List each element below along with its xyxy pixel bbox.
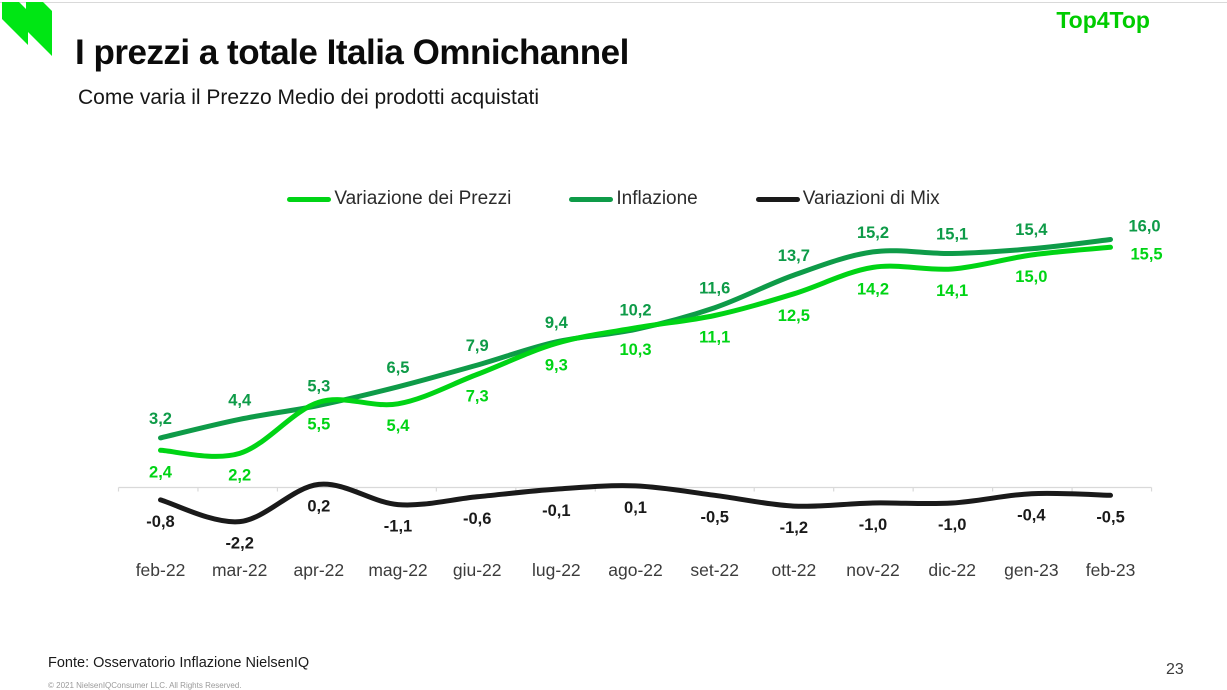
data-label: 3,2 bbox=[149, 410, 172, 428]
x-axis-label: lug-22 bbox=[532, 560, 581, 580]
data-label: 9,4 bbox=[545, 314, 569, 332]
chart-legend: Variazione dei Prezzi Inflazione Variazion… bbox=[0, 188, 1227, 210]
legend-label: Variazione dei Prezzi bbox=[334, 188, 512, 209]
data-label: 7,9 bbox=[466, 337, 489, 355]
data-label: -0,5 bbox=[1096, 508, 1124, 526]
data-label: 9,3 bbox=[545, 356, 568, 374]
data-label: 5,4 bbox=[387, 417, 411, 435]
x-axis-label: nov-22 bbox=[846, 560, 900, 580]
x-axis-label: dic-22 bbox=[928, 560, 976, 580]
data-label: 11,1 bbox=[699, 328, 730, 346]
brand-top4top: Top4Top bbox=[1056, 7, 1150, 33]
data-label: 14,1 bbox=[936, 282, 968, 300]
x-axis-label: feb-22 bbox=[136, 560, 186, 580]
x-axis-label: apr-22 bbox=[294, 560, 345, 580]
legend-item-variazioni-di-mix: Variazioni di Mix bbox=[755, 188, 940, 210]
page-number: 23 bbox=[1166, 661, 1184, 678]
data-label: -0,4 bbox=[1017, 507, 1046, 525]
data-label: 14,2 bbox=[857, 280, 889, 298]
data-label: -1,0 bbox=[859, 516, 887, 534]
data-label: 0,2 bbox=[307, 497, 330, 515]
series-line-variazione-dei-prezzi bbox=[158, 244, 1113, 459]
data-label: 4,4 bbox=[228, 391, 252, 409]
data-label: 13,7 bbox=[778, 247, 810, 265]
x-axis-label: mar-22 bbox=[212, 560, 267, 580]
data-label: -0,6 bbox=[463, 510, 491, 528]
data-label: -0,8 bbox=[146, 513, 174, 531]
source-note: Fonte: Osservatorio Inflazione NielsenIQ bbox=[48, 655, 310, 671]
legend-label: Variazioni di Mix bbox=[802, 188, 940, 209]
page-subtitle: Come varia il Prezzo Medio dei prodotti … bbox=[78, 86, 540, 109]
data-label: 11,6 bbox=[699, 280, 730, 298]
x-axis-label: ago-22 bbox=[608, 560, 663, 580]
data-label: 12,5 bbox=[778, 307, 810, 325]
data-label: 2,4 bbox=[149, 463, 173, 481]
data-label: 15,0 bbox=[1015, 268, 1047, 286]
data-label: 15,2 bbox=[857, 224, 889, 242]
legend-swatch-icon bbox=[287, 196, 332, 202]
data-label: 15,1 bbox=[936, 225, 968, 243]
legend-item-variazione-dei-prezzi: Variazione dei Prezzi bbox=[287, 188, 511, 210]
top-divider bbox=[0, 2, 1227, 3]
x-axis-label: feb-23 bbox=[1086, 560, 1136, 580]
data-label: 10,2 bbox=[619, 301, 651, 319]
legend-label: Inflazione bbox=[616, 188, 698, 209]
nielseniq-logo-icon bbox=[2, 2, 52, 56]
data-label: 16,0 bbox=[1128, 218, 1160, 236]
x-axis-label: set-22 bbox=[690, 560, 739, 580]
data-label: 15,4 bbox=[1015, 221, 1048, 239]
legend-item-inflazione: Inflazione bbox=[569, 188, 698, 210]
series-line-variazioni-di-mix bbox=[158, 481, 1113, 525]
data-label: -0,5 bbox=[700, 508, 728, 526]
x-axis-label: gen-23 bbox=[1004, 560, 1059, 580]
x-axis-label: giu-22 bbox=[453, 560, 502, 580]
legend-swatch-icon bbox=[569, 196, 614, 202]
data-label: 5,3 bbox=[307, 377, 330, 395]
x-axis-label: ott-22 bbox=[771, 560, 816, 580]
data-label: 10,3 bbox=[619, 341, 651, 359]
page-title: I prezzi a totale Italia Omnichannel bbox=[75, 33, 629, 72]
data-label: -2,2 bbox=[225, 535, 253, 553]
legend-swatch-icon bbox=[755, 196, 800, 202]
x-axis-label: mag-22 bbox=[368, 560, 427, 580]
data-label: -1,2 bbox=[780, 519, 808, 537]
data-label: -0,1 bbox=[542, 502, 570, 520]
data-label: 15,5 bbox=[1130, 245, 1162, 263]
data-label: 0,1 bbox=[624, 499, 647, 517]
data-label: 5,5 bbox=[307, 415, 330, 433]
data-label: 7,3 bbox=[466, 387, 489, 405]
data-label: -1,1 bbox=[384, 518, 412, 536]
data-label: -1,0 bbox=[938, 516, 966, 534]
data-label: 6,5 bbox=[387, 359, 410, 377]
data-label: 2,2 bbox=[228, 466, 251, 484]
copyright-note: © 2021 NielsenIQConsumer LLC. All Rights… bbox=[48, 681, 242, 690]
